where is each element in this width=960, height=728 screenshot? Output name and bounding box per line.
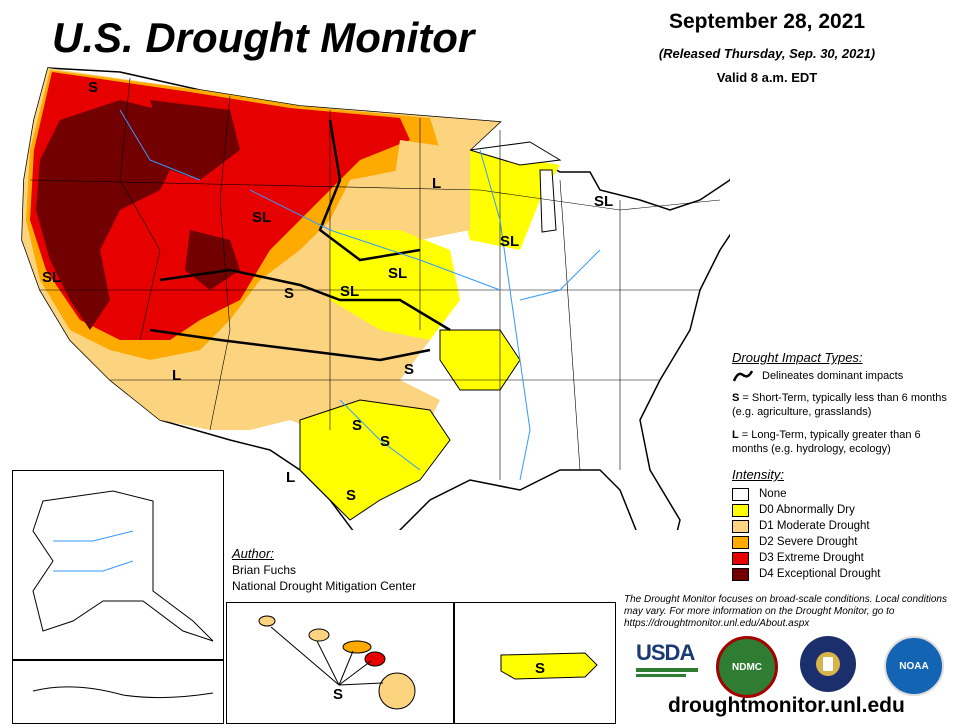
aleutian-inset [12,660,224,724]
swatch-d4 [732,567,749,581]
pr-label: S [535,660,545,677]
hawaii-map: S [258,615,416,710]
intensity-legend: Intensity: None D0 Abnormally Dry D1 Mod… [732,467,952,582]
label-s-wa: S [88,79,98,96]
hawaii-label: S [333,686,343,703]
lake-superior [469,141,562,166]
author-name: Brian Fuchs [232,563,297,577]
intensity-row-d3: D3 Extreme Drought [732,550,952,566]
author-block: Author: Brian Fuchs National Drought Mit… [232,546,416,594]
delineation-line-icon [732,370,754,382]
label-s-tx-c: S [380,433,390,450]
delineation-key: Delineates dominant impacts [732,369,952,383]
label-s-co: S [284,285,294,302]
alaska-map [32,490,214,642]
label-sl-mt: SL [252,209,271,226]
label-l-tx-w: L [286,469,295,486]
swatch-none [732,487,749,501]
short-term-text: S = Short-Term, typically less than 6 mo… [732,392,947,418]
lake-michigan [539,169,557,233]
intensity-row-none: None [732,486,952,502]
label-sl-co: SL [340,283,359,300]
author-org: National Drought Mitigation Center [232,579,417,593]
ndmc-logo[interactable]: NDMC [716,636,778,698]
swatch-d1 [732,519,749,533]
intensity-row-d4: D4 Exceptional Drought [732,566,952,582]
d4-west [36,100,180,330]
d1-minnesota [390,140,470,240]
intensity-row-d1: D1 Moderate Drought [732,518,952,534]
swatch-d2 [732,535,749,549]
map-title: U.S. Drought Monitor [52,14,475,61]
d4-montana [150,100,240,180]
label-s-tx-n: S [352,417,362,434]
swatch-d3 [732,551,749,565]
swatch-d0 [732,503,749,517]
intensity-row-d0: D0 Abnormally Dry [732,502,952,518]
label-sl-ca: SL [42,269,61,286]
label-l-az: L [172,367,181,384]
intensity-legend-title: Intensity: [732,467,785,482]
long-term-text: L = Long-Term, typically greater than 6 … [732,429,921,455]
usda-logo[interactable]: USDA [636,640,698,682]
website-url[interactable]: droughtmonitor.unl.edu [668,694,905,717]
intensity-row-d2: D2 Severe Drought [732,534,952,550]
label-sl-mn: SL [500,233,519,250]
label-l-nd: L [432,175,441,192]
impact-legend-title: Drought Impact Types: [732,350,863,365]
impact-legend: Drought Impact Types: Delineates dominan… [732,350,952,465]
impact-line-3 [149,328,431,362]
map-date: September 28, 2021 [668,10,866,33]
commerce-seal-logo[interactable] [800,636,856,692]
label-s-tx-s: S [346,487,356,504]
puerto-rico-map: S [500,652,598,680]
label-sl-ne: SL [388,265,407,282]
label-s-ok: S [404,361,414,378]
release-date: (Released Thursday, Sep. 30, 2021) [658,46,876,61]
disclaimer-note: The Drought Monitor focuses on broad-sca… [624,594,947,629]
d0-texas [299,399,451,521]
delineation-text: Delineates dominant impacts [762,370,904,382]
d0-plains [330,230,460,340]
author-heading: Author: [232,546,274,561]
us-drought-map: S SL SL SL L SL SL S SL S L S S L S SL L [21,67,730,530]
hawaii-inset: S [226,602,454,724]
d0-great-lakes [460,150,560,250]
eagle-icon [816,652,840,676]
alaska-inset [12,470,224,660]
impact-line-2 [318,119,421,262]
noaa-logo[interactable]: NOAA [884,636,944,696]
puerto-rico-inset: S [454,602,616,724]
impact-line-1 [159,268,451,332]
valid-time: Valid 8 a.m. EDT [716,70,818,85]
label-sl-extra: SL [594,193,613,210]
